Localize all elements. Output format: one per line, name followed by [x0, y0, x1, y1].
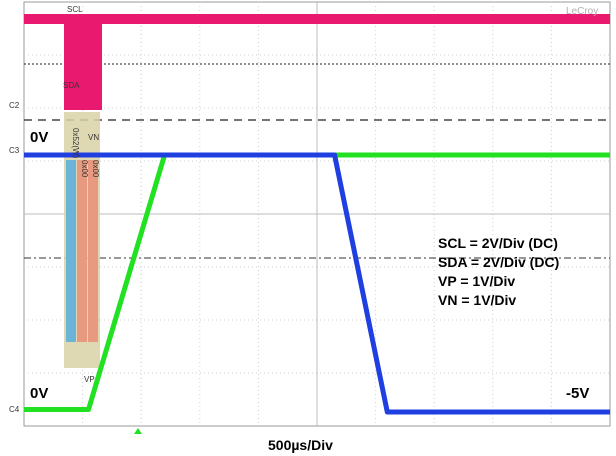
timebase-label: 500µs/Div [268, 437, 333, 453]
scale-sda: SDA = 2V/Div (DC) [438, 254, 559, 270]
scale-vp: VP = 1V/Div [438, 273, 515, 289]
trace-vn [24, 152, 610, 415]
brand-logo: LeCroy [566, 6, 598, 17]
neg5-label: -5V [566, 385, 589, 402]
decode-data-bar-1 [77, 160, 87, 342]
scl-label: SCL [67, 5, 83, 14]
vp-label: VP [84, 375, 95, 384]
scl-burst [64, 14, 102, 110]
decode-text-a: 0x52(W) [71, 128, 80, 159]
decode-addr-bar [66, 160, 76, 342]
scl-trace [24, 14, 610, 24]
trace-vp [24, 152, 610, 412]
scale-vn: VN = 1V/Div [438, 292, 516, 308]
ch2-marker: C2 [9, 101, 20, 110]
sda-label: SDA [63, 81, 80, 90]
traces [24, 152, 610, 415]
decode-data-bar-2 [88, 160, 98, 342]
decode-text-c: 0x00 [91, 160, 100, 178]
vn-label: VN [88, 133, 99, 142]
decode-text-b: 0x00 [80, 160, 89, 178]
ch4-marker: C4 [9, 405, 20, 414]
zero-label-top: 0V [30, 129, 48, 146]
scale-scl: SCL = 2V/Div (DC) [438, 235, 558, 251]
trigger-marker [134, 428, 142, 434]
zero-label-bottom: 0V [30, 385, 48, 402]
ch3-marker: C3 [9, 146, 20, 155]
